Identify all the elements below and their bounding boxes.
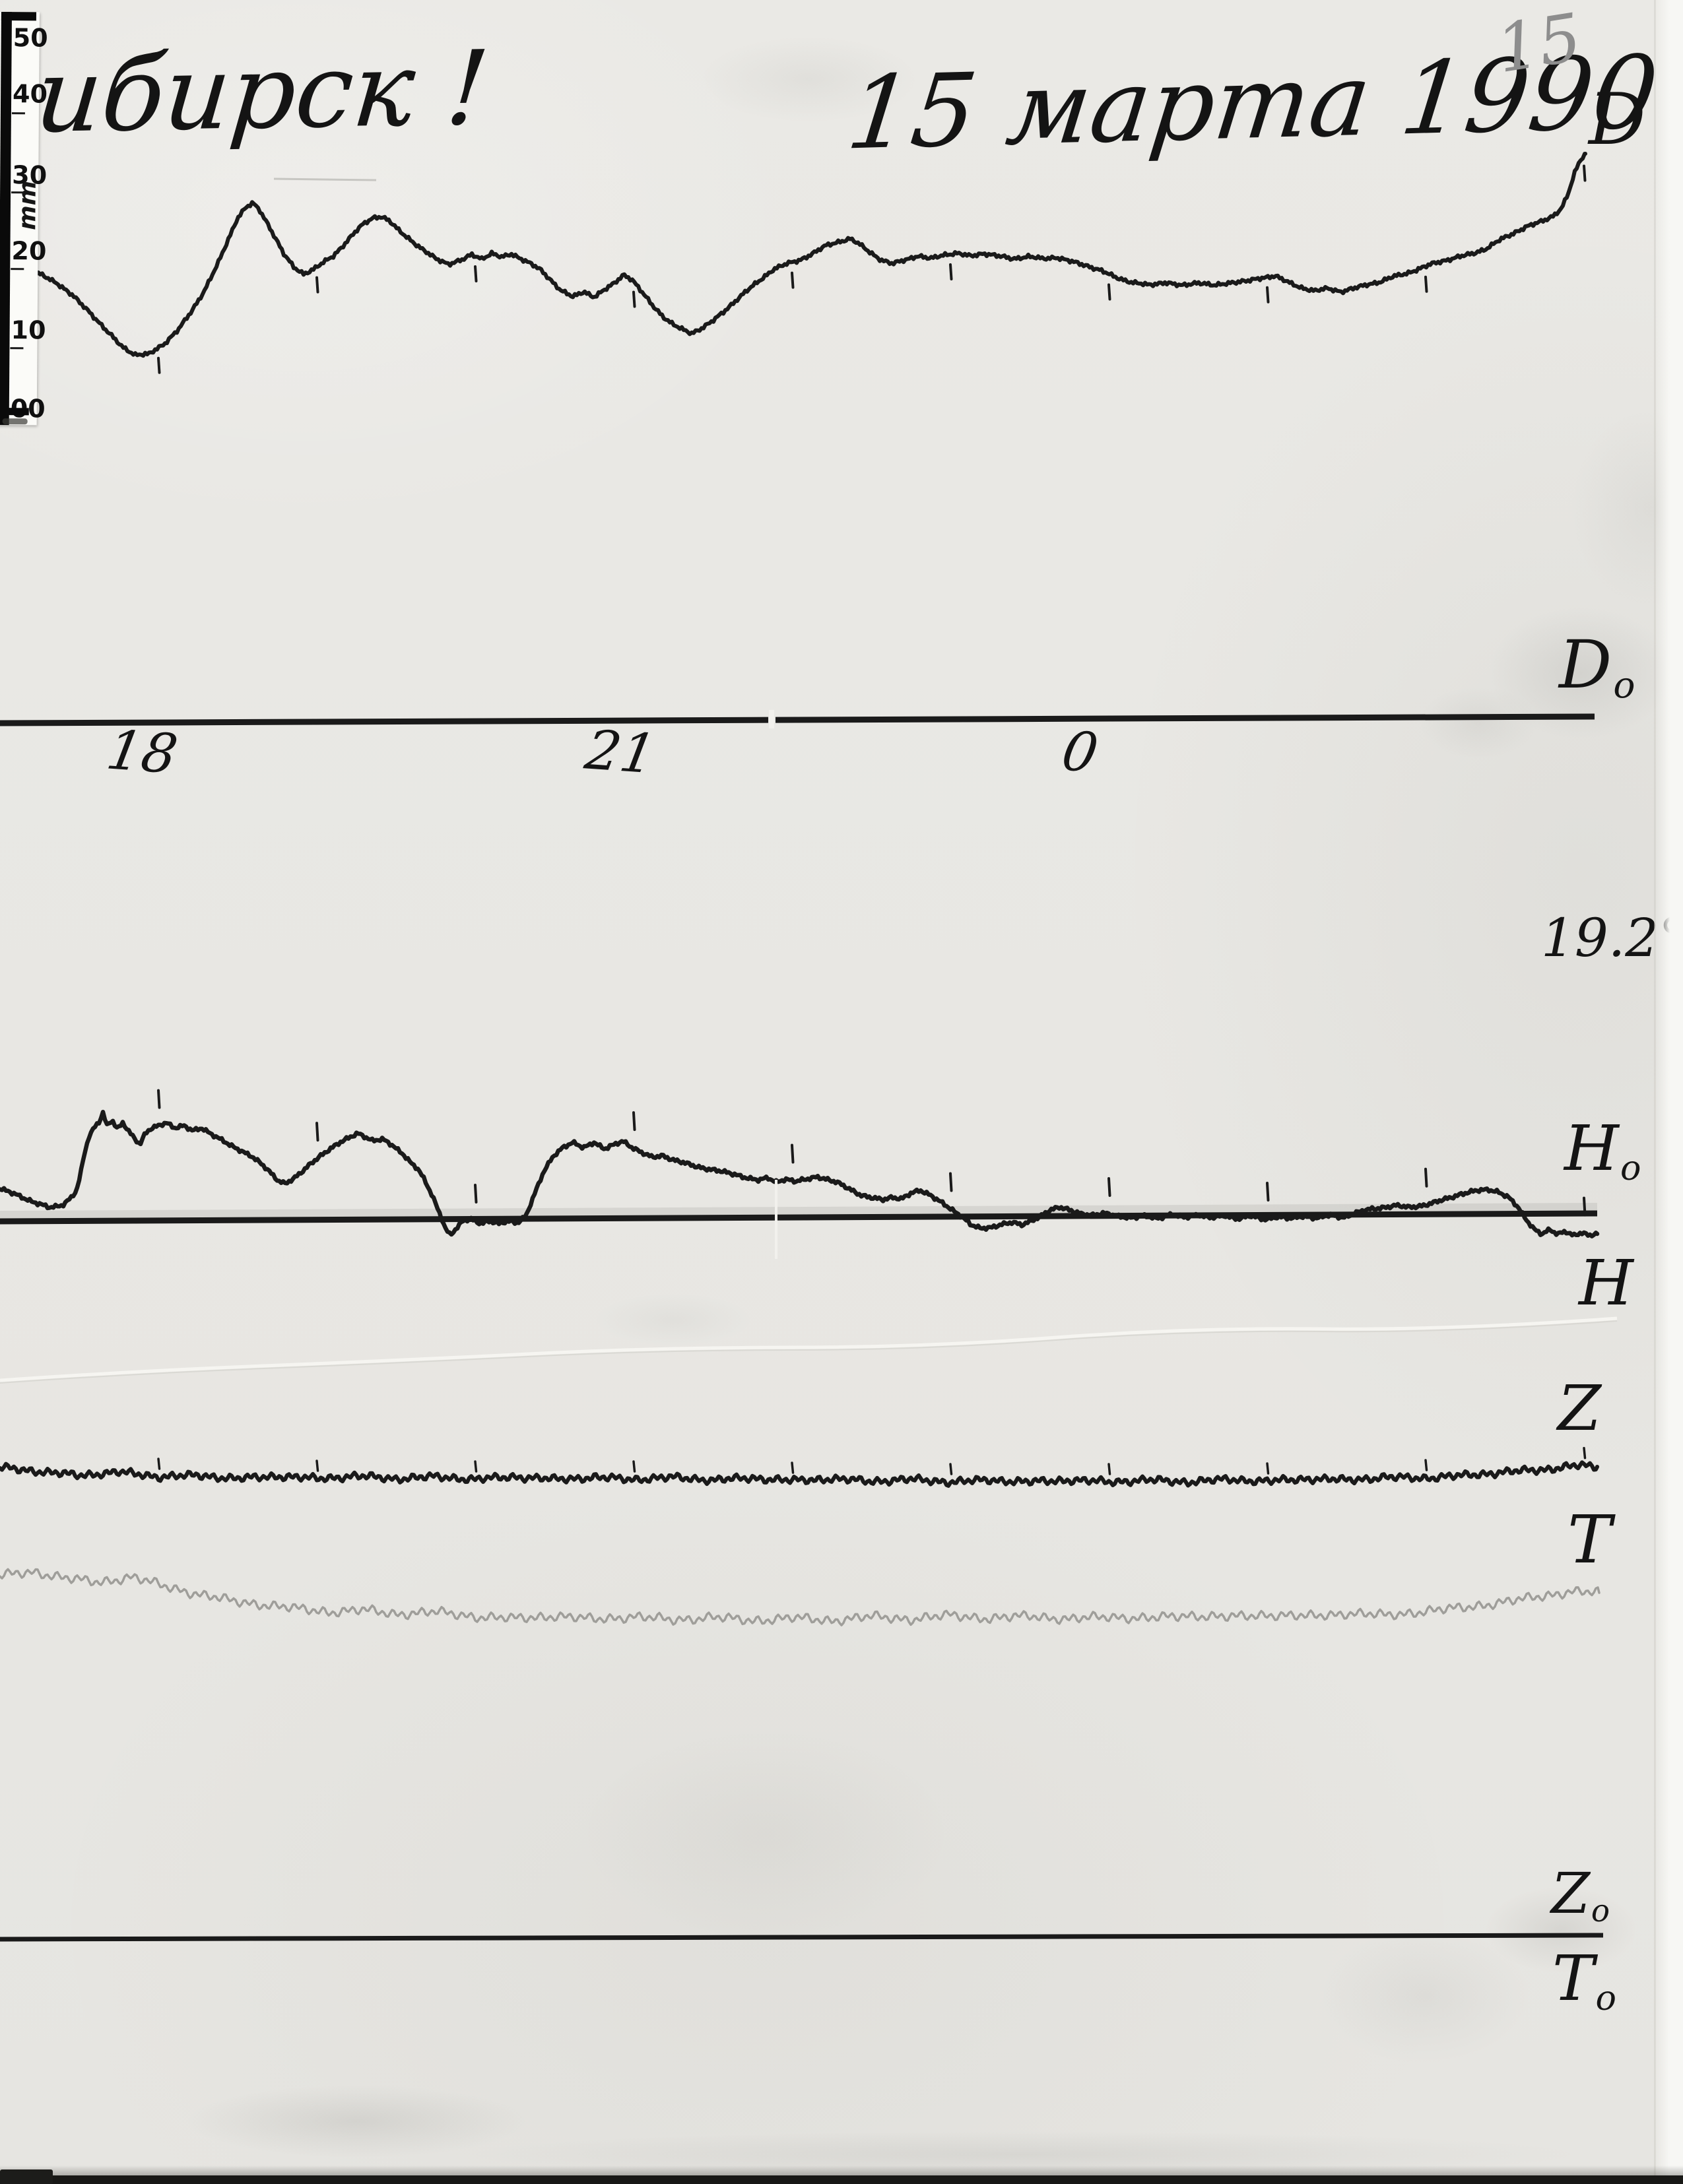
trace-label-z: Z	[1558, 1372, 1602, 1445]
hour-tick-H	[1266, 1182, 1270, 1202]
hour-tick-D	[157, 356, 161, 374]
baseline-D0	[0, 717, 769, 726]
ruler-mark-20: 20	[11, 236, 47, 266]
hour-tick-H	[791, 1143, 795, 1164]
hour-tick-Z	[315, 1460, 319, 1472]
hour-tick-H	[1107, 1177, 1111, 1197]
hour-tick-Z	[632, 1460, 636, 1473]
hour-tick-D	[1424, 275, 1428, 293]
ruler-tick	[10, 347, 24, 350]
ruler-top-cap	[1, 12, 36, 21]
hour-tick-D	[1266, 286, 1270, 304]
trace-label-h0: Ho	[1564, 1112, 1641, 1188]
baseline-Z0T0	[0, 1933, 1604, 1942]
page-number: 15	[1492, 0, 1587, 88]
trace-label-z0: Zo	[1551, 1861, 1610, 1930]
trace-Z	[0, 1460, 1599, 1488]
trace-label-d0: Do	[1559, 626, 1635, 707]
station-name-text: ибирск !	[31, 28, 494, 156]
trace-label-t0: To	[1552, 1943, 1616, 2018]
paper-crease	[0, 1316, 1618, 1382]
scan-bottom-edge	[0, 2175, 1683, 2184]
hour-tick-Z	[1266, 1462, 1270, 1475]
hour-tick-Z	[474, 1460, 478, 1473]
trace-D	[24, 152, 1587, 358]
hour-tick-D	[474, 265, 478, 282]
hour-tick-D	[1107, 283, 1111, 301]
hour-tick-D	[949, 263, 953, 280]
hour-tick-H	[1424, 1167, 1428, 1188]
hour-tick-H	[315, 1122, 319, 1142]
hour-tick-D	[1583, 164, 1587, 182]
ruler-mark-40: 40	[12, 79, 48, 109]
hour-tick-Z	[1107, 1463, 1111, 1475]
hour-tick-H	[157, 1089, 161, 1109]
hour-tick-Z	[949, 1463, 953, 1475]
ruler-smudge	[2, 418, 28, 425]
hour-tick-D	[632, 290, 636, 308]
hour-tick-Z	[791, 1461, 795, 1474]
hour-tick-Z	[157, 1458, 161, 1470]
station-name-partial: ибирск !	[31, 28, 493, 156]
hour-tick-H	[949, 1172, 953, 1192]
trace-label-d: D	[1589, 79, 1646, 161]
ruler-tick	[11, 191, 25, 194]
hour-tick-D	[315, 276, 319, 294]
time-label-18: 18	[102, 719, 182, 787]
baseline-D0	[775, 713, 1595, 723]
trace-label-t: T	[1568, 1501, 1612, 1578]
hour-tick-Z	[1424, 1459, 1428, 1471]
hour-tick-H	[474, 1184, 478, 1204]
hour-tick-Z	[1583, 1446, 1587, 1460]
scanner-strip	[1654, 0, 1683, 2184]
trace-label-h: H	[1579, 1247, 1634, 1320]
ruler-mark-50: 50	[13, 23, 48, 53]
mm-ruler: 50 40 30 mm 20 10 00	[0, 12, 48, 426]
ruler-tick	[11, 268, 24, 271]
paper-crease-shadow	[0, 1320, 1618, 1384]
trace-T	[0, 1568, 1600, 1626]
trace-H	[0, 1109, 1600, 1238]
baseline-shadow-H0	[0, 1203, 1598, 1219]
scan-bottom-corner	[0, 2169, 53, 2184]
bottom-shadow	[0, 2166, 1683, 2176]
ruler-unit-label: mm	[14, 180, 42, 230]
ruler-tick	[11, 112, 25, 115]
hour-tick-H	[1583, 1196, 1587, 1217]
ruler-bottom-foot	[0, 408, 29, 416]
ruler-edge-bar	[0, 12, 12, 426]
ruler-mark-10: 10	[11, 315, 46, 345]
hour-tick-D	[791, 271, 795, 289]
time-label-21: 21	[580, 719, 661, 787]
page-number-text: 15	[1491, 0, 1587, 88]
pencil-smudge-line	[273, 177, 377, 181]
hour-tick-H	[632, 1111, 636, 1132]
